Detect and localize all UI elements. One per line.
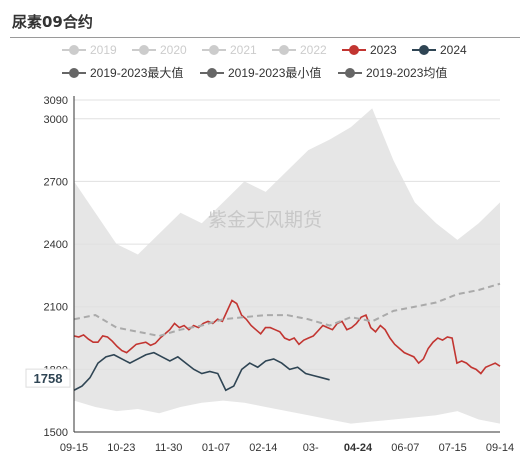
series-line-2024 bbox=[73, 351, 330, 392]
series-layer bbox=[73, 282, 501, 392]
legend-label: 2021 bbox=[230, 43, 257, 57]
y-tick-label: 2400 bbox=[44, 239, 68, 251]
x-tick-label: 06-07 bbox=[391, 442, 419, 454]
x-tick-label: 09-14 bbox=[486, 442, 514, 454]
x-tick-label: 02-14 bbox=[249, 442, 277, 454]
legend-item-2019-2023最小值[interactable]: 2019-2023最小值 bbox=[200, 65, 321, 80]
legend-label: 2020 bbox=[160, 43, 187, 57]
legend-label: 2023 bbox=[370, 43, 397, 57]
title-divider bbox=[10, 37, 520, 38]
y-tick-label: 2700 bbox=[44, 176, 68, 188]
svg-text:1758: 1758 bbox=[34, 371, 63, 386]
y-tick-label: 2100 bbox=[44, 302, 68, 314]
x-tick-label: 10-23 bbox=[107, 442, 135, 454]
series-line-2019-2023均值 bbox=[73, 282, 501, 337]
x-tick-label: 01-07 bbox=[202, 442, 230, 454]
legend-label: 2019-2023均值 bbox=[366, 65, 447, 80]
axis-layer: 150018002100240027003000309009-1510-2311… bbox=[25, 95, 514, 454]
legend-label: 2024 bbox=[440, 43, 467, 57]
legend-label: 2019-2023最大值 bbox=[90, 65, 183, 80]
x-tick-label: 09-15 bbox=[60, 442, 88, 454]
legend-item-2024[interactable]: 2024 bbox=[412, 43, 467, 57]
y-tick-label: 3090 bbox=[44, 95, 68, 107]
x-tick-label: 04-24 bbox=[344, 442, 373, 454]
y-highlight-label: 1758 bbox=[25, 368, 71, 388]
legend-label: 2019-2023最小值 bbox=[228, 65, 321, 80]
y-tick-label: 3000 bbox=[44, 114, 68, 126]
legend-label: 2019 bbox=[90, 43, 117, 57]
legend-item-2022[interactable]: 2022 bbox=[272, 43, 327, 57]
watermark: 紫金天风期货 bbox=[208, 209, 322, 231]
legend: 2019 2020 2021 2022 2023 2024 2019-2023最大值 2019… bbox=[62, 43, 467, 80]
legend-label: 2022 bbox=[300, 43, 327, 57]
range-band-layer bbox=[74, 108, 500, 424]
legend-item-2019-2023最大值[interactable]: 2019-2023最大值 bbox=[62, 65, 183, 80]
y-tick-label: 1500 bbox=[44, 427, 68, 439]
legend-item-2019-2023均值[interactable]: 2019-2023均值 bbox=[338, 65, 447, 80]
legend-item-2020[interactable]: 2020 bbox=[132, 43, 187, 57]
min-max-band bbox=[74, 108, 500, 424]
x-tick-label: 07-15 bbox=[439, 442, 467, 454]
legend-item-2023[interactable]: 2023 bbox=[342, 43, 397, 57]
legend-item-2019[interactable]: 2019 bbox=[62, 43, 117, 57]
x-tick-label: 11-30 bbox=[155, 442, 182, 454]
legend-item-2021[interactable]: 2021 bbox=[202, 43, 257, 57]
series-line-2023 bbox=[73, 299, 501, 375]
chart-title: 尿素09合约 bbox=[12, 13, 93, 31]
x-tick-label: 03- bbox=[303, 442, 319, 454]
